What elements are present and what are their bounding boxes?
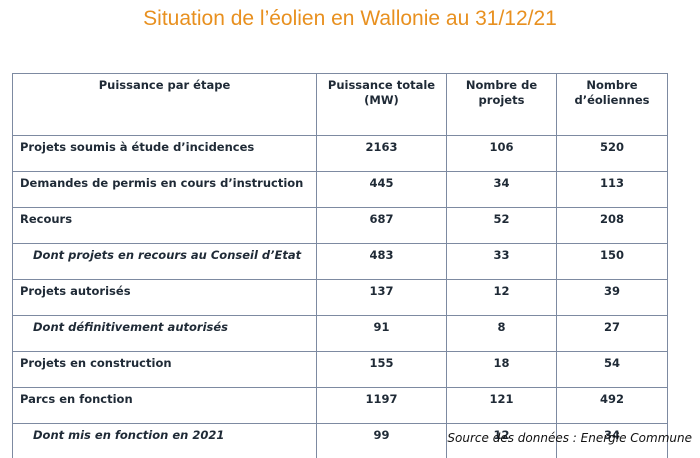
table-row: Parcs en fonction 1197 121 492 [12, 387, 668, 424]
row-turbines: 208 [556, 207, 668, 244]
row-power: 2163 [316, 135, 447, 172]
row-power: 483 [316, 243, 447, 280]
table-row-subitem: Dont mis en fonction en 2021 99 12 34 [12, 423, 668, 458]
header-turbines-line2: d’éoliennes [574, 93, 650, 107]
row-power: 91 [316, 315, 447, 352]
row-label: Dont définitivement autorisés [12, 315, 317, 352]
header-step-label: Puissance par étape [98, 78, 231, 92]
header-projects: Nombre de projets [446, 73, 557, 136]
row-projects: 34 [446, 171, 557, 208]
row-power: 1197 [316, 387, 447, 424]
row-label: Parcs en fonction [12, 387, 317, 424]
row-label: Recours [12, 207, 317, 244]
table-row-subitem: Dont projets en recours au Conseil d’Eta… [12, 243, 668, 280]
data-source-note: Source des données : Energie Commune [447, 431, 692, 445]
row-projects: 33 [446, 243, 557, 280]
wind-energy-table: Puissance par étape Puissance totale (MW… [12, 73, 668, 458]
row-label: Demandes de permis en cours d’instructio… [12, 171, 317, 208]
header-projects-line1: Nombre de [465, 78, 538, 92]
header-power-line1: Puissance totale [327, 78, 436, 92]
header-step: Puissance par étape [12, 73, 317, 136]
row-power: 687 [316, 207, 447, 244]
table-row: Projets soumis à étude d’incidences 2163… [12, 135, 668, 172]
table-row: Demandes de permis en cours d’instructio… [12, 171, 668, 208]
header-projects-line2: projets [478, 93, 525, 107]
row-projects: 12 [446, 423, 557, 458]
row-label: Projets autorisés [12, 279, 317, 316]
row-power: 137 [316, 279, 447, 316]
row-projects: 8 [446, 315, 557, 352]
row-power: 155 [316, 351, 447, 388]
row-projects: 52 [446, 207, 557, 244]
table-row: Projets en construction 155 18 54 [12, 351, 668, 388]
row-projects: 12 [446, 279, 557, 316]
row-label: Dont mis en fonction en 2021 [12, 423, 317, 458]
row-turbines: 27 [556, 315, 668, 352]
row-label: Projets soumis à étude d’incidences [12, 135, 317, 172]
row-projects: 18 [446, 351, 557, 388]
table-row: Recours 687 52 208 [12, 207, 668, 244]
table-row-subitem: Dont définitivement autorisés 91 8 27 [12, 315, 668, 352]
row-projects: 106 [446, 135, 557, 172]
header-turbines-line1: Nombre [586, 78, 638, 92]
row-turbines: 520 [556, 135, 668, 172]
page-title: Situation de l’éolien en Wallonie au 31/… [143, 7, 557, 30]
table-row: Projets autorisés 137 12 39 [12, 279, 668, 316]
header-turbines: Nombre d’éoliennes [556, 73, 668, 136]
row-turbines: 150 [556, 243, 668, 280]
header-power: Puissance totale (MW) [316, 73, 447, 136]
header-power-line2: (MW) [364, 93, 399, 107]
row-turbines: 492 [556, 387, 668, 424]
row-turbines: 34 [556, 423, 668, 458]
row-turbines: 113 [556, 171, 668, 208]
table-header-row: Puissance par étape Puissance totale (MW… [12, 73, 668, 136]
row-power: 445 [316, 171, 447, 208]
row-power: 99 [316, 423, 447, 458]
row-projects: 121 [446, 387, 557, 424]
row-label: Projets en construction [12, 351, 317, 388]
row-label: Dont projets en recours au Conseil d’Eta… [12, 243, 317, 280]
row-turbines: 54 [556, 351, 668, 388]
row-turbines: 39 [556, 279, 668, 316]
